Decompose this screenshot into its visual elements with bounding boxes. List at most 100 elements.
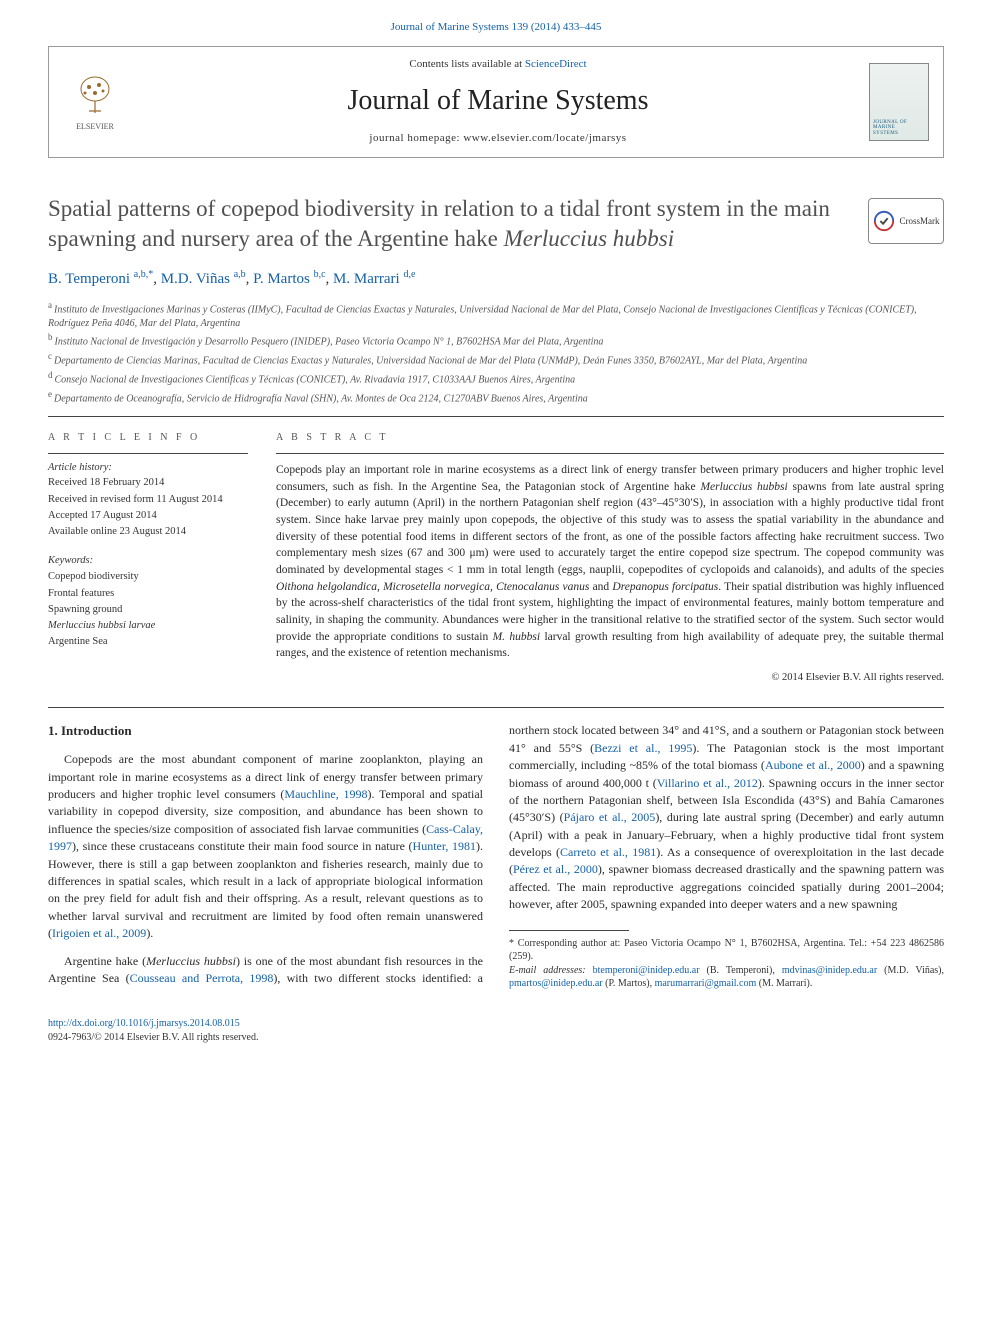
crossmark-label: CrossMark bbox=[900, 215, 940, 228]
body-columns: 1. Introduction Copepods are the most ab… bbox=[48, 722, 944, 990]
ref-villarino[interactable]: Villarino et al., 2012 bbox=[657, 776, 758, 790]
author-1[interactable]: B. Temperoni bbox=[48, 271, 134, 287]
ab-sp3: Microsetella norvegica bbox=[383, 581, 490, 593]
article-info-heading: A R T I C L E I N F O bbox=[48, 431, 248, 446]
ref-bezzi[interactable]: Bezzi et al., 1995 bbox=[594, 741, 692, 755]
issn-line: 0924-7963/© 2014 Elsevier B.V. All right… bbox=[48, 1031, 944, 1046]
author-4[interactable]: M. Marrari bbox=[333, 271, 403, 287]
ref-irigoien[interactable]: Irigoien et al., 2009 bbox=[52, 926, 146, 940]
intro-p1: Copepods are the most abundant component… bbox=[48, 751, 483, 942]
title-block: Spatial patterns of copepod biodiversity… bbox=[48, 194, 944, 254]
homepage-url: www.elsevier.com/locate/jmarsys bbox=[463, 132, 626, 144]
p2a: Argentine hake ( bbox=[64, 954, 146, 968]
ref-perez[interactable]: Pérez et al., 2000 bbox=[513, 862, 598, 876]
en3: (P. Martos), bbox=[603, 978, 655, 989]
info-rule bbox=[48, 453, 248, 454]
author-2[interactable]: M.D. Viñas bbox=[161, 271, 234, 287]
affil-e-text: Departamento de Oceanografía, Servicio d… bbox=[54, 393, 588, 404]
info-abstract-row: A R T I C L E I N F O Article history: R… bbox=[48, 431, 944, 686]
affil-e: eDepartamento de Oceanografía, Servicio … bbox=[48, 388, 944, 406]
cover-line-3: SYSTEMS bbox=[873, 130, 925, 137]
sciencedirect-link[interactable]: ScienceDirect bbox=[525, 58, 587, 70]
citation-link[interactable]: Journal of Marine Systems 139 (2014) 433… bbox=[391, 21, 602, 33]
email-note: E-mail addresses: btemperoni@inidep.edu.… bbox=[509, 964, 944, 991]
p1c: ), since these crustaceans constitute th… bbox=[72, 839, 413, 853]
abstract: A B S T R A C T Copepods play an importa… bbox=[276, 431, 944, 686]
p1e: ). bbox=[146, 926, 153, 940]
email-4[interactable]: marumarrari@gmail.com bbox=[655, 978, 757, 989]
email-2[interactable]: mdvinas@inidep.edu.ar bbox=[782, 965, 877, 976]
kw-1: Copepod biodiversity bbox=[48, 569, 248, 584]
ref-cousseau[interactable]: Cousseau and Perrota, 1998 bbox=[130, 971, 274, 985]
ref-mauchline[interactable]: Mauchline, 1998 bbox=[284, 787, 367, 801]
abstract-copyright: © 2014 Elsevier B.V. All rights reserved… bbox=[276, 670, 944, 685]
abstract-heading: A B S T R A C T bbox=[276, 431, 944, 446]
doi-link[interactable]: http://dx.doi.org/10.1016/j.jmarsys.2014… bbox=[48, 1018, 240, 1029]
en4: (M. Marrari). bbox=[756, 978, 812, 989]
author-1-aff: a,b, bbox=[134, 269, 148, 280]
author-4-aff: d,e bbox=[403, 269, 415, 280]
page-footer: http://dx.doi.org/10.1016/j.jmarsys.2014… bbox=[48, 1017, 944, 1046]
author-3[interactable]: P. Martos bbox=[253, 271, 313, 287]
en1: (B. Temperoni), bbox=[700, 965, 782, 976]
abstract-body: Copepods play an important role in marin… bbox=[276, 462, 944, 662]
homepage-line: journal homepage: www.elsevier.com/locat… bbox=[127, 131, 869, 147]
affil-d: dConsejo Nacional de Investigaciones Cie… bbox=[48, 369, 944, 387]
ab-t2: spawns from late austral spring (Decembe… bbox=[276, 481, 944, 576]
crossmark-badge[interactable]: CrossMark bbox=[868, 198, 944, 244]
contents-pre: Contents lists available at bbox=[409, 58, 524, 70]
abstract-rule bbox=[276, 453, 944, 454]
hist-revised: Received in revised form 11 August 2014 bbox=[48, 492, 248, 507]
contents-line: Contents lists available at ScienceDirec… bbox=[127, 57, 869, 73]
affil-b: bInstituto Nacional de Investigación y D… bbox=[48, 331, 944, 349]
keywords-block: Keywords: Copepod biodiversity Frontal f… bbox=[48, 553, 248, 649]
email-label: E-mail addresses: bbox=[509, 965, 593, 976]
kw-3: Spawning ground bbox=[48, 602, 248, 617]
elsevier-label: ELSEVIER bbox=[76, 121, 114, 133]
p1d: ). However, there is still a gap between… bbox=[48, 839, 483, 940]
kw-5: Argentine Sea bbox=[48, 634, 248, 649]
email-3[interactable]: pmartos@inidep.edu.ar bbox=[509, 978, 603, 989]
footnotes: * Corresponding author at: Paseo Victori… bbox=[509, 937, 944, 991]
ab-sp5: Drepanopus forcipatus bbox=[612, 581, 718, 593]
ab-sp2: Oithona helgolandica bbox=[276, 581, 377, 593]
history-label: Article history: bbox=[48, 460, 248, 475]
author-2-aff: a,b bbox=[234, 269, 246, 280]
ref-aubone[interactable]: Aubone et al., 2000 bbox=[765, 758, 861, 772]
title-text: Spatial patterns of copepod biodiversity… bbox=[48, 196, 830, 251]
history-block: Received 18 February 2014 Received in re… bbox=[48, 475, 248, 539]
affil-c-text: Departamento de Ciencias Marinas, Facult… bbox=[54, 355, 807, 366]
affil-d-text: Consejo Nacional de Investigaciones Cien… bbox=[55, 374, 576, 385]
en2: (M.D. Viñas), bbox=[877, 965, 944, 976]
hist-accepted: Accepted 17 August 2014 bbox=[48, 508, 248, 523]
homepage-pre: journal homepage: bbox=[369, 132, 463, 144]
elsevier-logo: ELSEVIER bbox=[63, 66, 127, 138]
ab-sp1: Merluccius hubbsi bbox=[700, 481, 787, 493]
top-citation: Journal of Marine Systems 139 (2014) 433… bbox=[48, 20, 944, 36]
elsevier-tree-icon bbox=[71, 71, 119, 119]
ab-sp6: M. hubbsi bbox=[493, 631, 541, 643]
article-info: A R T I C L E I N F O Article history: R… bbox=[48, 431, 248, 686]
ref-pajaro[interactable]: Pájaro et al., 2005 bbox=[564, 810, 656, 824]
affiliations: aInstituto de Investigaciones Marinas y … bbox=[48, 299, 944, 406]
hist-online: Available online 23 August 2014 bbox=[48, 524, 248, 539]
crossmark-icon bbox=[873, 210, 895, 232]
kw-2: Frontal features bbox=[48, 586, 248, 601]
ref-hunter[interactable]: Hunter, 1981 bbox=[413, 839, 476, 853]
header-center: Contents lists available at ScienceDirec… bbox=[127, 57, 869, 147]
ab-sp4: Ctenocalanus vanus bbox=[496, 581, 589, 593]
footnote-rule bbox=[509, 930, 629, 931]
journal-title: Journal of Marine Systems bbox=[127, 81, 869, 122]
email-1[interactable]: btemperoni@inidep.edu.ar bbox=[593, 965, 700, 976]
paper-title: Spatial patterns of copepod biodiversity… bbox=[48, 194, 868, 254]
ref-carreto[interactable]: Carreto et al., 1981 bbox=[560, 845, 656, 859]
keywords-label: Keywords: bbox=[48, 553, 248, 568]
kw-4: Merluccius hubbsi larvae bbox=[48, 618, 248, 633]
p2-sp: Merluccius hubbsi bbox=[146, 954, 236, 968]
author-list: B. Temperoni a,b,*, M.D. Viñas a,b, P. M… bbox=[48, 268, 944, 291]
hist-received: Received 18 February 2014 bbox=[48, 475, 248, 490]
sep: , bbox=[153, 271, 161, 287]
journal-header: ELSEVIER Contents lists available at Sci… bbox=[48, 46, 944, 158]
title-species: Merluccius hubbsi bbox=[504, 226, 675, 251]
journal-cover-thumb: JOURNAL OF MARINE SYSTEMS bbox=[869, 63, 929, 141]
